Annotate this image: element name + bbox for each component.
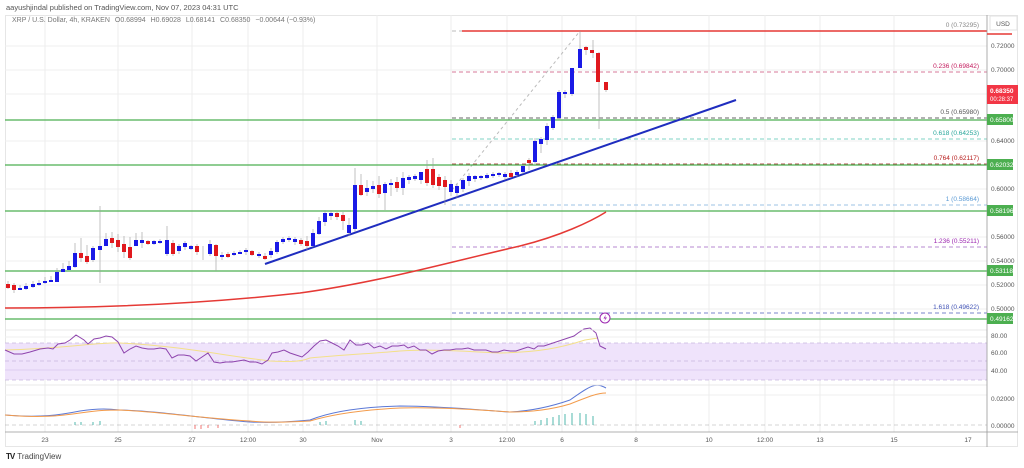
time-axis-ticks[interactable]: 23 25 27 12:00 30 Nov 3 12:00 6 8 10 12:… bbox=[41, 437, 972, 444]
svg-text:0.54000: 0.54000 bbox=[991, 258, 1015, 265]
rsi-band bbox=[5, 343, 987, 380]
svg-text:0.618 (0.64253): 0.618 (0.64253) bbox=[933, 130, 979, 137]
macd-signal-line bbox=[4, 392, 607, 423]
svg-text:0.49162: 0.49162 bbox=[990, 316, 1014, 323]
svg-text:6: 6 bbox=[560, 437, 564, 444]
macd-histogram bbox=[74, 413, 594, 425]
svg-text:Nov: Nov bbox=[371, 437, 383, 444]
svg-text:8: 8 bbox=[634, 437, 638, 444]
svg-text:1 (0.58664): 1 (0.58664) bbox=[946, 196, 979, 203]
svg-text:0 (0.73295): 0 (0.73295) bbox=[946, 22, 979, 29]
svg-text:40.00: 40.00 bbox=[991, 368, 1008, 375]
high-value: H0.69028 bbox=[150, 17, 181, 24]
fibonacci-labels: 0 (0.73295) 0.236 (0.69842) 0.5 (0.65980… bbox=[933, 22, 979, 311]
svg-text:3: 3 bbox=[449, 437, 453, 444]
svg-text:0.50000: 0.50000 bbox=[991, 306, 1015, 313]
symbol-title[interactable]: XRP / U.S. Dollar, 4h, KRAKEN bbox=[12, 17, 110, 24]
svg-text:0.00000: 0.00000 bbox=[991, 423, 1015, 430]
svg-text:12:00: 12:00 bbox=[240, 437, 257, 444]
close-value: C0.68350 bbox=[220, 17, 251, 24]
svg-text:USD: USD bbox=[996, 21, 1010, 28]
price-axis-ticks[interactable]: 0.72000 0.70000 0.64000 0.60000 0.56000 … bbox=[991, 43, 1015, 313]
svg-text:0.5 (0.65980): 0.5 (0.65980) bbox=[940, 109, 979, 116]
current-price-tag: 0.68350 00:28:37 bbox=[987, 85, 1018, 104]
macd-line bbox=[4, 384, 607, 423]
svg-text:12:00: 12:00 bbox=[757, 437, 774, 444]
svg-text:0.60000: 0.60000 bbox=[991, 186, 1015, 193]
currency-button[interactable] bbox=[989, 15, 1018, 31]
svg-text:25: 25 bbox=[114, 437, 122, 444]
svg-text:15: 15 bbox=[890, 437, 898, 444]
indicator-axis-ticks: 80.00 60.00 40.00 0.02000 0.00000 bbox=[991, 333, 1015, 430]
svg-text:0.236 (0.69842): 0.236 (0.69842) bbox=[933, 63, 979, 70]
support-resistance-levels[interactable] bbox=[5, 119, 987, 320]
svg-text:0.65800: 0.65800 bbox=[990, 117, 1014, 124]
svg-text:60.00: 60.00 bbox=[991, 350, 1008, 357]
ohlc-legend: XRP / U.S. Dollar, 4h, KRAKEN O0.68994 H… bbox=[12, 17, 318, 24]
svg-text:13: 13 bbox=[816, 437, 824, 444]
svg-text:0.62032: 0.62032 bbox=[990, 162, 1014, 169]
tradingview-logo[interactable]: TV TradingView bbox=[6, 452, 61, 461]
svg-text:12:00: 12:00 bbox=[499, 437, 516, 444]
ema-line bbox=[4, 211, 607, 309]
tv-logo-icon: TV bbox=[6, 452, 15, 461]
rsi-line bbox=[4, 327, 607, 365]
macd-histogram-negative bbox=[194, 425, 461, 429]
svg-text:0.764 (0.62117): 0.764 (0.62117) bbox=[934, 155, 979, 162]
svg-text:0.52000: 0.52000 bbox=[991, 282, 1015, 289]
brand-name: TradingView bbox=[17, 452, 62, 461]
open-value: O0.68994 bbox=[114, 17, 146, 24]
rsi-ma-line bbox=[4, 337, 599, 363]
horizontal-grid bbox=[5, 45, 987, 396]
svg-text:0.72000: 0.72000 bbox=[991, 43, 1015, 50]
svg-text:0.68350: 0.68350 bbox=[990, 88, 1014, 95]
chart-frame bbox=[5, 15, 1018, 447]
candlesticks bbox=[6, 31, 608, 293]
svg-text:17: 17 bbox=[964, 437, 972, 444]
publisher-line: aayushjindal published on TradingView.co… bbox=[6, 3, 239, 12]
svg-text:23: 23 bbox=[41, 437, 49, 444]
trend-line[interactable] bbox=[264, 99, 737, 265]
svg-text:80.00: 80.00 bbox=[991, 333, 1008, 340]
svg-text:1.618 (0.49622): 1.618 (0.49622) bbox=[933, 304, 979, 311]
svg-text:00:28:37: 00:28:37 bbox=[990, 97, 1014, 103]
svg-text:0.64000: 0.64000 bbox=[991, 138, 1015, 145]
change-value: −0.00644 (−0.93%) bbox=[255, 17, 316, 24]
svg-text:0.58196: 0.58196 bbox=[990, 208, 1014, 215]
svg-text:0.02000: 0.02000 bbox=[991, 396, 1015, 403]
bearish-candles bbox=[6, 47, 608, 290]
level-price-tags: 0.65800 0.62032 0.58196 0.53118 0.49162 bbox=[987, 114, 1014, 324]
bullish-candles bbox=[18, 49, 582, 290]
lightning-event-icon[interactable] bbox=[599, 312, 611, 324]
low-value: L0.68141 bbox=[185, 17, 216, 24]
svg-text:0.56000: 0.56000 bbox=[991, 234, 1015, 241]
svg-text:27: 27 bbox=[188, 437, 196, 444]
svg-text:10: 10 bbox=[705, 437, 713, 444]
svg-text:0.53118: 0.53118 bbox=[990, 268, 1013, 275]
svg-text:0.70000: 0.70000 bbox=[991, 67, 1015, 74]
rsi-band-lines bbox=[5, 342, 987, 381]
svg-text:1.236 (0.55211): 1.236 (0.55211) bbox=[934, 238, 979, 245]
fibonacci-diagonal bbox=[451, 30, 581, 191]
svg-text:30: 30 bbox=[299, 437, 307, 444]
